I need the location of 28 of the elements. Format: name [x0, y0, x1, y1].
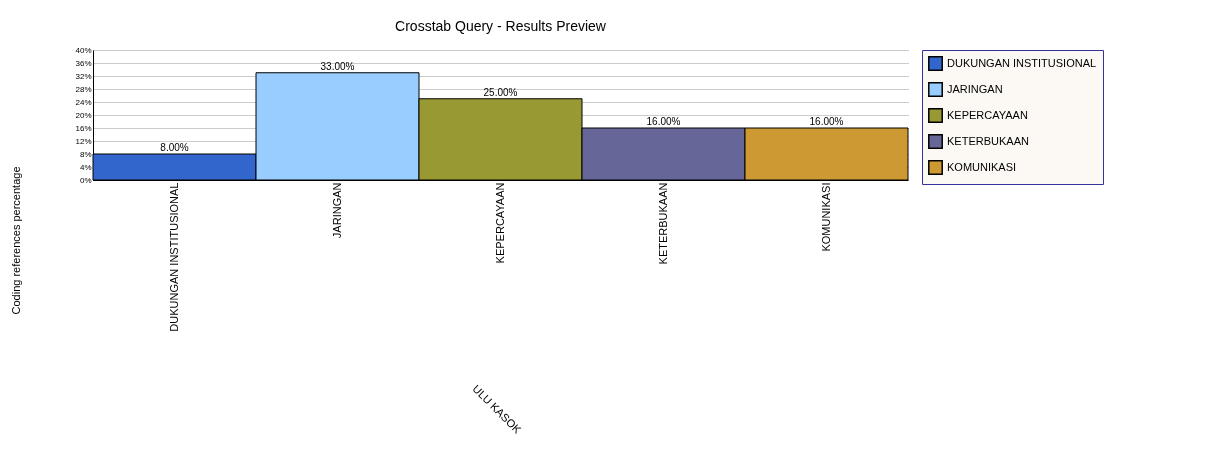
y-tick-label: 24% — [75, 97, 92, 107]
y-tick-label: 20% — [75, 110, 92, 120]
y-tick-label: 28% — [75, 84, 92, 94]
y-tick-label: 32% — [75, 71, 92, 81]
y-tick-label: 16% — [75, 123, 92, 133]
y-tick-label: 36% — [75, 58, 92, 68]
chart-title: Crosstab Query - Results Preview — [395, 18, 607, 34]
y-tick-label: 0% — [79, 175, 92, 185]
y-tick-label: 40% — [75, 45, 92, 55]
text: 16.00% — [809, 116, 844, 127]
y-tick-label: 4% — [79, 162, 92, 172]
text: 25.00% — [483, 86, 518, 98]
x-tick-label: KEPERCAYAAN — [493, 182, 506, 264]
y-tick-label: 8% — [79, 149, 92, 159]
x-tick-label: KETERBUKAAN — [656, 182, 669, 265]
y-axis-title: Coding references percentage — [9, 166, 22, 315]
x-tick-label: DUKUNGAN INSTITUSIONAL — [167, 182, 180, 332]
legend-label: KOMUNIKASI — [947, 160, 1017, 173]
legend-label: KETERBUKAAN — [947, 134, 1029, 147]
x-tick-label: KOMUNIKASI — [819, 182, 832, 252]
text: 8.00% — [160, 142, 189, 153]
legend-label: DUKUNGAN INSTITUSIONAL — [947, 56, 1097, 69]
x-tick-label: JARINGAN — [330, 182, 343, 239]
y-tick-label: 12% — [75, 136, 92, 146]
text: 33.00% — [320, 60, 355, 72]
legend-label: KEPERCAYAAN — [947, 108, 1028, 121]
legend-label: JARINGAN — [947, 82, 1003, 95]
text: 16.00% — [646, 116, 681, 127]
